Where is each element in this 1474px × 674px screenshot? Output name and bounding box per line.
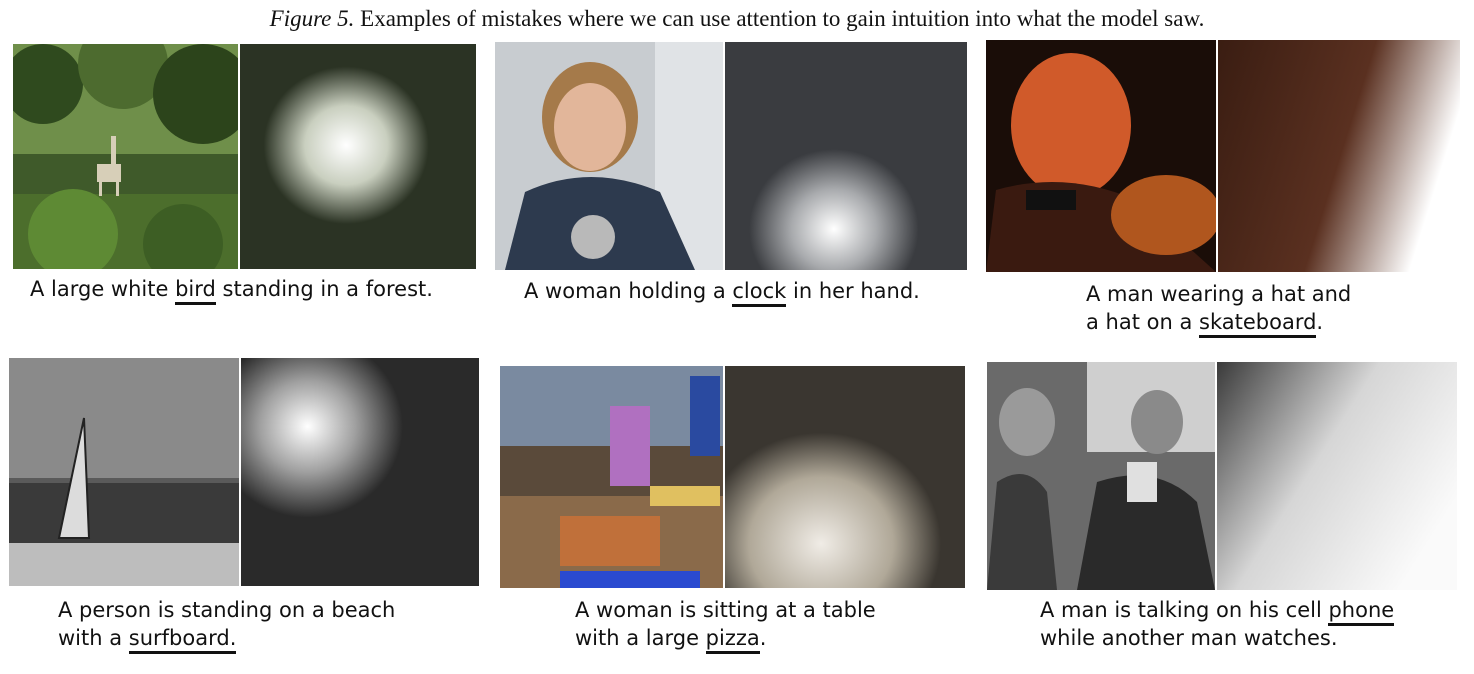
panel-5-caption: A woman is sitting at a table with a lar…	[575, 596, 876, 654]
panel-1-photo	[13, 44, 238, 269]
panel-1-caption: A large white bird standing in a forest.	[30, 275, 433, 305]
panel-5-photo	[500, 366, 723, 588]
figure-text: Examples of mistakes where we can use at…	[360, 6, 1205, 31]
underlined-word: bird	[175, 277, 216, 305]
panel-1-images	[13, 44, 476, 269]
panel-6-photo	[987, 362, 1215, 590]
panel-3-images	[986, 40, 1460, 272]
panel-3-caption: A man wearing a hat and a hat on a skate…	[1086, 280, 1351, 338]
panel-4-caption: A person is standing on a beach with a s…	[58, 596, 395, 654]
panel-3-attention	[1218, 40, 1460, 272]
panel-2-photo	[495, 42, 723, 270]
figure-label: Figure 5.	[269, 6, 355, 31]
panel-2-attention	[725, 42, 967, 270]
panel-5-images	[500, 366, 965, 588]
panel-2-caption: A woman holding a clock in her hand.	[524, 277, 920, 307]
underlined-word: pizza	[705, 626, 760, 654]
panel-4-photo	[9, 358, 239, 586]
underlined-word: surfboard.	[128, 626, 237, 654]
panel-3-photo	[986, 40, 1216, 272]
panel-6-caption: A man is talking on his cell phone while…	[1040, 598, 1395, 650]
panel-2-images	[495, 42, 967, 270]
panel-6-images	[987, 362, 1457, 590]
figure-caption: Figure 5. Examples of mistakes where we …	[0, 6, 1474, 32]
panel-4-images	[9, 358, 479, 586]
underlined-word: phone	[1328, 598, 1395, 626]
panel-6-attention	[1217, 362, 1457, 590]
panel-4-attention	[241, 358, 479, 586]
underlined-word: clock	[732, 279, 787, 307]
panel-1-attention	[240, 44, 476, 269]
panel-5-attention	[725, 366, 965, 588]
underlined-word: skateboard	[1199, 310, 1317, 338]
